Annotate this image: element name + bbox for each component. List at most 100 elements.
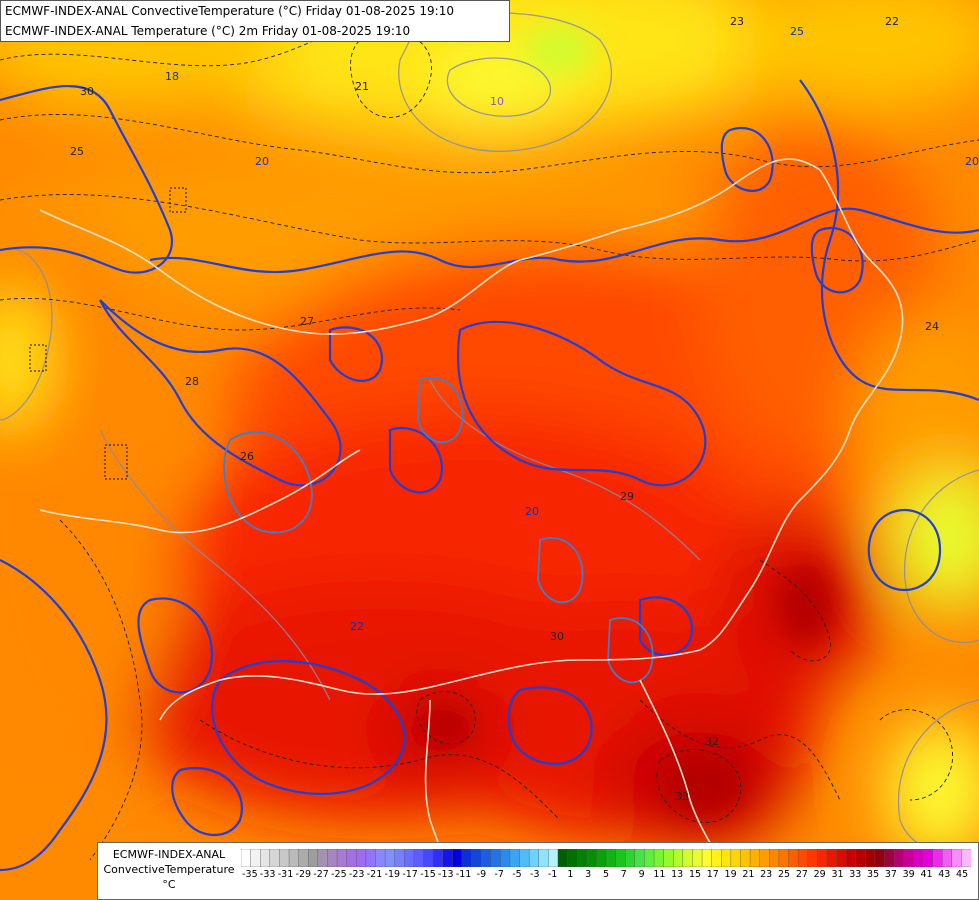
color-bar-tick-label: 29: [813, 869, 826, 880]
contour-value-label: 32: [705, 735, 719, 748]
contour-value-label: 23: [730, 15, 744, 28]
convective-contours: [0, 79, 979, 872]
color-legend: ECMWF-INDEX-ANAL ConvectiveTemperature °…: [97, 842, 979, 900]
color-bar-swatch: [384, 849, 396, 867]
contour-value-label: 26: [240, 450, 254, 463]
color-bar-tick-label: 15: [688, 869, 702, 880]
color-bar-swatch: [778, 849, 790, 867]
color-bar-swatch: [797, 849, 809, 867]
color-bar-swatch: [692, 849, 703, 867]
contour-value-label: 20: [255, 155, 269, 168]
color-bar-swatch: [519, 849, 530, 867]
contour-value-label: 27: [300, 315, 314, 328]
contour-value-label: 21: [355, 80, 369, 93]
color-bar-swatch: [279, 849, 290, 867]
color-bar-swatch: [317, 849, 328, 867]
color-bar-swatch: [452, 849, 463, 867]
color-bar-swatch: [682, 849, 693, 867]
color-bar-swatch: [346, 849, 357, 867]
color-bar-swatch: [576, 849, 588, 867]
color-bar-swatch: [413, 849, 424, 867]
color-bar-swatch: [865, 849, 876, 867]
legend-model: ECMWF-INDEX-ANAL: [112, 848, 226, 861]
color-bar-tick-label: -7: [494, 869, 504, 880]
color-bar-tick-label: 17: [706, 869, 719, 880]
color-bar-swatch: [432, 849, 444, 867]
color-bar-tick-label: 3: [585, 869, 592, 880]
color-bar-swatch: [644, 849, 655, 867]
contour-value-label: 10: [490, 95, 504, 108]
color-bar-tick-label: -19: [384, 869, 401, 880]
color-bar-swatch: [855, 849, 866, 867]
contour-value-label: 24: [925, 320, 939, 333]
color-bar-swatch: [298, 849, 309, 867]
color-bar-tick-label: -3: [530, 869, 540, 880]
color-bar-swatch: [615, 849, 626, 867]
color-bar-swatch: [260, 849, 271, 867]
color-bar-tick-label: 21: [742, 869, 755, 880]
color-bar-tick-label: -21: [366, 869, 383, 880]
contour-value-label: 28: [185, 375, 199, 388]
color-bar-tick-label: 5: [602, 869, 610, 880]
color-bar-swatch: [394, 849, 405, 867]
color-bar-tick-label: -13: [438, 869, 454, 880]
color-bar-swatch: [721, 849, 732, 867]
color-bar-tick-label: 25: [777, 869, 791, 880]
contour-value-label: 30: [80, 85, 94, 98]
color-bar-swatch: [356, 849, 367, 867]
color-bar-swatch: [769, 849, 780, 867]
color-bar-tick-label: 13: [671, 869, 684, 880]
color-bar-swatch: [528, 849, 540, 867]
contour-value-label: 30: [550, 630, 564, 643]
color-bar-tick-label: -9: [476, 869, 487, 880]
color-bar-swatch: [711, 849, 722, 867]
color-bar-swatch: [740, 849, 751, 867]
color-bar-swatch: [673, 849, 684, 867]
color-bar-swatch: [817, 849, 828, 867]
contour-value-label: 25: [790, 25, 804, 38]
color-bar: [241, 849, 971, 867]
color-bar-swatch: [423, 849, 434, 867]
color-bar-tick-label: -25: [331, 869, 347, 880]
color-bar-swatch: [490, 849, 501, 867]
color-bar-tick-label: 31: [831, 869, 844, 880]
color-bar-swatch: [836, 849, 847, 867]
color-bar-swatch: [845, 849, 857, 867]
contour-value-label: 20: [525, 505, 539, 518]
legend-variable: ConvectiveTemperature: [103, 863, 235, 876]
color-bar-swatch: [308, 849, 319, 867]
color-bar-swatch: [788, 849, 799, 867]
color-bar-swatch: [951, 849, 962, 867]
color-bar-tick-label: 11: [653, 869, 666, 880]
contour-value-label: 33: [675, 790, 689, 803]
title-box: ECMWF-INDEX-ANAL ConvectiveTemperature (…: [0, 0, 510, 42]
color-bar-swatch: [500, 849, 511, 867]
color-bar-swatch: [461, 849, 473, 867]
color-bar-swatch: [932, 849, 943, 867]
color-bar-tick-label: -23: [348, 869, 365, 880]
color-bar-tick-label: 23: [760, 869, 773, 880]
color-bar-tick-label: 41: [920, 869, 933, 880]
color-bar-swatch: [404, 849, 415, 867]
color-bar-swatch: [634, 849, 645, 867]
secondary-contours: [223, 377, 654, 684]
contour-value-label: 22: [350, 620, 364, 633]
color-bar-tick-label: -5: [512, 869, 522, 880]
color-bar-swatch: [941, 849, 953, 867]
color-bar-tick-label: -29: [295, 869, 312, 880]
color-bar-swatch: [288, 849, 300, 867]
color-bar-swatch: [586, 849, 597, 867]
color-bar-swatch: [480, 849, 492, 867]
color-bar-swatch: [375, 849, 386, 867]
color-bar-swatch: [961, 849, 971, 867]
color-bar-swatch: [913, 849, 924, 867]
color-bar-tick-label: -31: [277, 869, 294, 880]
color-bar-tick-label: 19: [724, 869, 737, 880]
color-bar-tick-label: 45: [956, 869, 969, 880]
color-bar-swatch: [336, 849, 348, 867]
color-bar-swatch: [893, 849, 905, 867]
color-bar-swatch: [749, 849, 761, 867]
color-bar-swatch: [241, 849, 252, 867]
legend-unit: °C: [162, 878, 176, 891]
